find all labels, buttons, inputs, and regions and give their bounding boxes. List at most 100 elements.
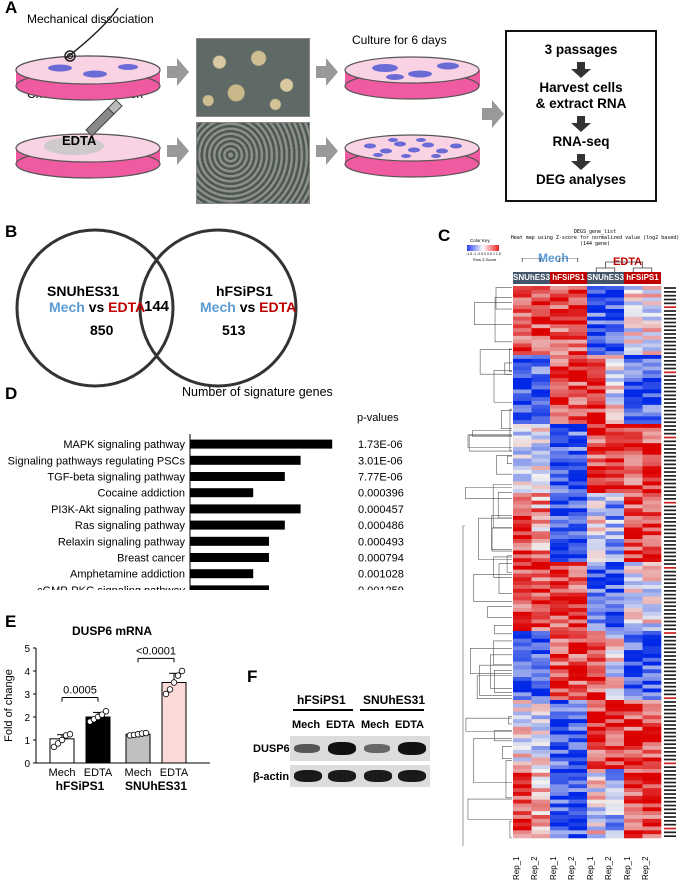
heatmap-cell [587,420,606,425]
heatmap-cell [605,447,625,452]
heatmap-cell [550,684,569,689]
heatmap-gene-label-mark [664,363,676,366]
heatmap-cell [605,757,625,762]
pathway-label: Breast cancer [117,553,185,565]
heatmap-gene-label-mark [664,593,676,596]
heatmap-cell [624,297,643,302]
heatmap-cell [624,830,643,835]
heatmap-cell [605,792,625,797]
heatmap-cell [642,558,662,563]
heatmap-gene-label-mark [664,708,676,711]
heatmap-cell [550,592,569,597]
heatmap-cell [624,661,643,666]
heatmap-gene-label-mark [664,317,676,320]
dendrogram-branch [468,435,512,452]
color-key-tick: -1.5 [466,252,473,256]
wb-band [398,742,426,755]
heatmap-cell [587,481,606,486]
heatmap-cell [568,776,588,781]
heatmap-cell [513,596,532,601]
heatmap-cell [642,443,662,448]
heatmap-cell [513,523,532,528]
heatmap-cell [568,623,588,628]
heatmap-gene-label-mark [664,766,676,769]
y-tick-label: 2 [24,713,30,724]
heatmap-cell [568,749,588,754]
venn-right-mech: Mech [200,299,236,315]
heatmap-cell [568,711,588,716]
heatmap-cell [624,657,643,662]
heatmap-cell [642,550,662,555]
heatmap-cell [624,772,643,777]
dendrogram-branch [467,434,512,448]
heatmap-cell [513,631,532,636]
heatmap-cell [550,412,569,417]
heatmap-cell [550,772,569,777]
heatmap-cell [513,539,532,544]
heatmap-cell [587,581,606,586]
pathway-label: Ras signaling pathway [75,520,186,532]
heatmap-cell [587,795,606,800]
heatmap-cell [587,462,606,467]
heatmap-cell [624,757,643,762]
heatmap-cell [605,822,625,827]
heatmap-cell [568,646,588,651]
heatmap-cell [568,550,588,555]
heatmap-cell [587,565,606,570]
heatmap-cell [624,481,643,486]
heatmap-cell [642,500,662,505]
heatmap-gene-label-mark [664,689,676,692]
heatmap-cell [531,585,551,590]
heatmap-cell [513,749,532,754]
heatmap-cell [550,443,569,448]
heatmap-gene-label-mark [664,678,676,680]
heatmap-cell [513,527,532,532]
heatmap-cell [624,493,643,498]
heatmap-cell [624,339,643,344]
heatmap-cell [605,293,625,298]
heatmap-cell [605,539,625,544]
dendrogram-branch [493,370,512,403]
heatmap-cell [624,401,643,406]
heatmap-cell [531,389,551,394]
heatmap-cell [531,688,551,693]
heatmap-cell [624,351,643,356]
heatmap-cell [568,723,588,728]
heatmap-cell [605,542,625,547]
heatmap-cell [550,424,569,429]
heatmap-cell [568,830,588,835]
heatmap-cell [550,723,569,728]
heatmap-cell [531,795,551,800]
heatmap-cell [624,489,643,494]
heatmap-gene-label-mark [664,770,676,772]
heatmap-cell [568,604,588,609]
heatmap-cell [605,619,625,624]
heatmap-cell [531,684,551,689]
heatmap-cell [531,335,551,340]
heatmap-gene-label-mark [664,513,676,516]
heatmap-cell [624,312,643,317]
venn-left-edta: EDTA [108,299,146,315]
heatmap-cell [550,477,569,482]
heatmap-cell [587,608,606,613]
heatmap-cell [513,312,532,317]
heatmap-cell [624,378,643,383]
heatmap-cell [605,730,625,735]
heatmap-cell [587,585,606,590]
heatmap-cell [642,688,662,693]
heatmap-cell [568,397,588,402]
heatmap-cell [531,573,551,578]
heatmap-cell [550,335,569,340]
heatmap-cell [642,715,662,720]
heatmap-cell [550,749,569,754]
heatmap-cell [587,504,606,509]
heatmap-gene-label-mark [664,402,676,404]
category-label: Mech [49,767,76,779]
heatmap-cell [605,588,625,593]
heatmap-cell [587,500,606,505]
heatmap-cell [531,312,551,317]
heatmap-cell [568,328,588,333]
heatmap-cell [605,512,625,517]
heatmap-title-2: Heat map using Z-score for normalized va… [510,235,680,241]
heatmap-cell [587,347,606,352]
